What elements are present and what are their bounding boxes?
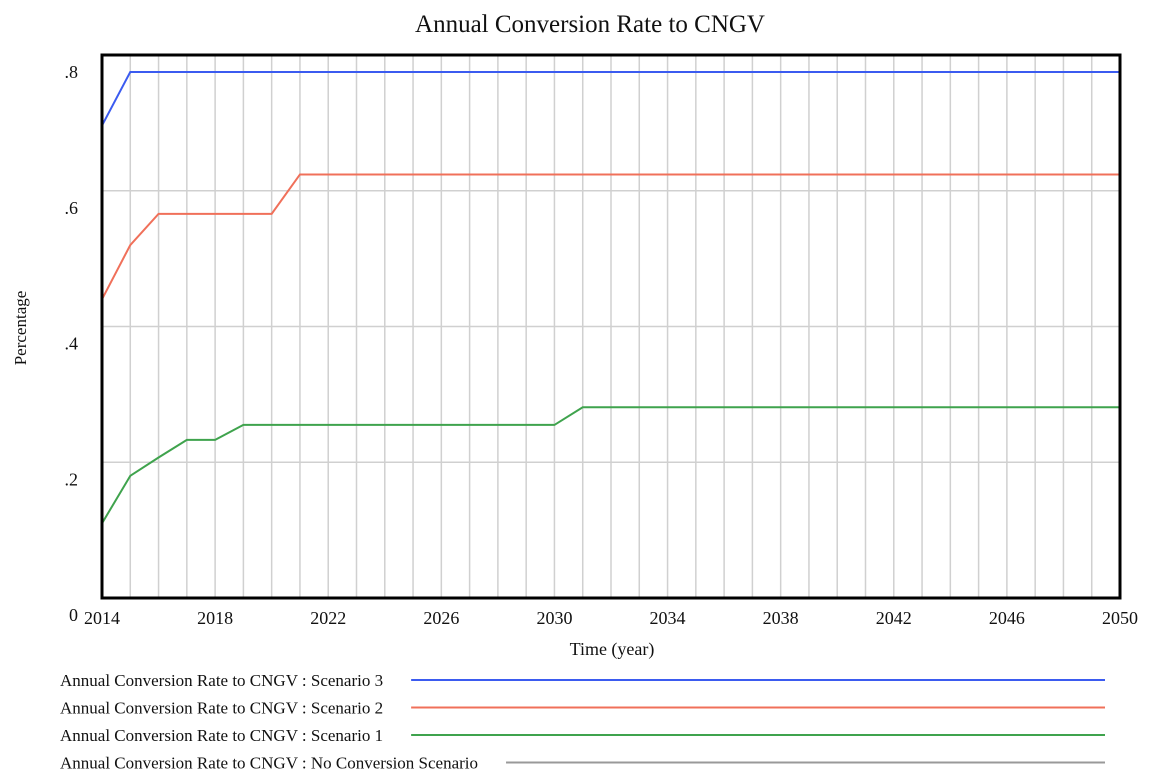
x-tick-label: 2026 <box>423 608 459 628</box>
y-tick-label: .8 <box>65 62 79 82</box>
y-axis-label: Percentage <box>11 291 30 366</box>
y-tick-label: .4 <box>65 334 79 354</box>
x-tick-label: 2046 <box>989 608 1025 628</box>
series-line <box>101 406 1120 524</box>
x-axis-label: Time (year) <box>570 639 655 660</box>
y-tick-label: .6 <box>65 198 79 218</box>
x-tick-label: 2022 <box>310 608 346 628</box>
plot-frame <box>100 53 1122 600</box>
x-tick-label: 2014 <box>84 608 120 628</box>
x-tick-label: 2034 <box>650 608 686 628</box>
y-tick-label: .2 <box>65 469 79 489</box>
series-line <box>101 70 1120 127</box>
legend-label: Annual Conversion Rate to CNGV : Scenari… <box>60 699 383 718</box>
x-tick-label: 2038 <box>763 608 799 628</box>
x-tick-label: 2050 <box>1102 608 1138 628</box>
chart-title: Annual Conversion Rate to CNGV <box>415 11 765 38</box>
x-tick-label: 2018 <box>197 608 233 628</box>
x-tick-label: 2030 <box>536 608 572 628</box>
legend-label: Annual Conversion Rate to CNGV : Scenari… <box>60 726 383 745</box>
y-tick-label: 0 <box>69 605 78 625</box>
series-line <box>101 173 1120 300</box>
legend-label: Annual Conversion Rate to CNGV : No Conv… <box>60 754 478 773</box>
x-tick-label: 2042 <box>876 608 912 628</box>
legend-label: Annual Conversion Rate to CNGV : Scenari… <box>60 671 383 690</box>
